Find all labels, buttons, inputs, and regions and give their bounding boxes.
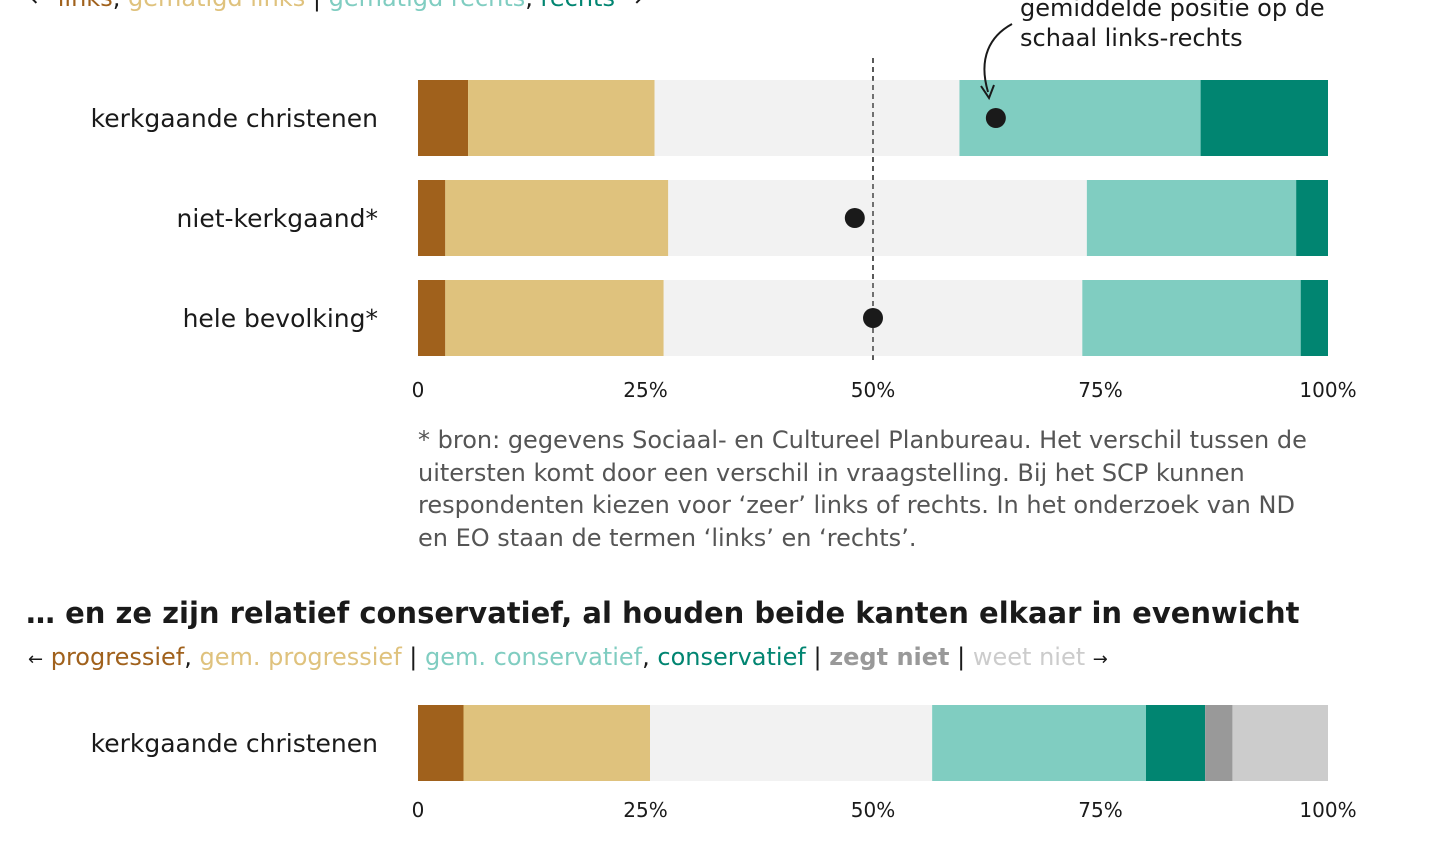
- x-tick-label: 100%: [1299, 798, 1356, 822]
- bar-segment: [418, 80, 469, 156]
- arrow-left-icon: ←: [28, 649, 44, 670]
- mean-position-dot: [985, 108, 1006, 128]
- chart-progressive-conservative: kerkgaande christenen 0 25% 50% 75% 100%: [91, 705, 1357, 822]
- bar-segment: [668, 180, 1087, 256]
- legend-item-links: links: [58, 0, 113, 12]
- bar-segment: [418, 180, 446, 256]
- annotation-arrow: [983, 23, 1013, 93]
- arrow-left-icon: ←: [30, 0, 50, 12]
- bar-segment: [463, 705, 651, 781]
- x-tick-label: 100%: [1299, 378, 1356, 402]
- arrow-right-icon: →: [1092, 649, 1108, 670]
- bar-segment: [418, 280, 446, 356]
- bar-segment: [1086, 180, 1297, 256]
- legend-item-zegt-niet: zegt niet: [829, 643, 950, 671]
- bar-segment: [1300, 280, 1328, 356]
- chart-left-right: kerkgaande christenen niet-kerkgaand* hele…: [91, 58, 1357, 402]
- arrow-right-icon: →: [623, 0, 643, 12]
- legend-item-conservatief: conservatief: [657, 643, 806, 671]
- x-tick-label: 25%: [623, 798, 667, 822]
- x-tick-label: 75%: [1078, 798, 1122, 822]
- bar-segment: [1082, 280, 1301, 356]
- bar-segment: [932, 705, 1146, 781]
- bar-segment: [1200, 80, 1328, 156]
- bar-segment: [418, 705, 464, 781]
- legend-item-weet-niet: weet niet: [972, 643, 1086, 671]
- row-label: kerkgaande christenen: [91, 104, 378, 133]
- mean-position-annotation: gemiddelde positie op de schaal links-re…: [1020, 0, 1325, 52]
- mean-position-dot: [863, 308, 883, 328]
- bar-segment: [1232, 705, 1328, 781]
- legend-item-gem-conservatief: gem. conservatief: [425, 643, 643, 671]
- bar-segment: [654, 80, 960, 156]
- legend-top: ← links, gematigd links | gematigd recht…: [30, 0, 643, 12]
- annotation-arrow-head-icon: [980, 84, 995, 101]
- row-label: hele bevolking*: [183, 304, 378, 333]
- bar-segment: [1146, 705, 1206, 781]
- x-tick-label: 75%: [1078, 378, 1122, 402]
- x-tick-label: 50%: [851, 798, 895, 822]
- legend-item-gematigd-rechts: gematigd rechts: [329, 0, 526, 12]
- source-note: * bron: gegevens Sociaal- en Cultureel P…: [418, 426, 1307, 552]
- x-tick-label: 25%: [623, 378, 667, 402]
- bar-segment: [445, 180, 669, 256]
- bar-segment: [445, 280, 664, 356]
- legend-item-progressief: progressief: [50, 643, 185, 671]
- bar-segment: [650, 705, 933, 781]
- bar-segment: [1296, 180, 1328, 256]
- x-tick-label: 0: [412, 798, 425, 822]
- bar-segment: [1205, 705, 1233, 781]
- legend-item-gematigd-links: gematigd links: [128, 0, 305, 12]
- row-label: niet-kerkgaand*: [177, 204, 378, 233]
- legend-item-rechts: rechts: [541, 0, 615, 12]
- mean-position-dot: [844, 208, 865, 228]
- section-title: … en ze zijn relatief conservatief, al h…: [26, 596, 1300, 630]
- x-tick-label: 0: [412, 378, 425, 402]
- legend-bottom: ← progressief, gem. progressief | gem. c…: [28, 643, 1108, 671]
- row-label: kerkgaande christenen: [91, 729, 378, 758]
- legend-item-gem-progressief: gem. progressief: [199, 643, 402, 671]
- x-tick-label: 50%: [851, 378, 895, 402]
- bar-segment: [468, 80, 655, 156]
